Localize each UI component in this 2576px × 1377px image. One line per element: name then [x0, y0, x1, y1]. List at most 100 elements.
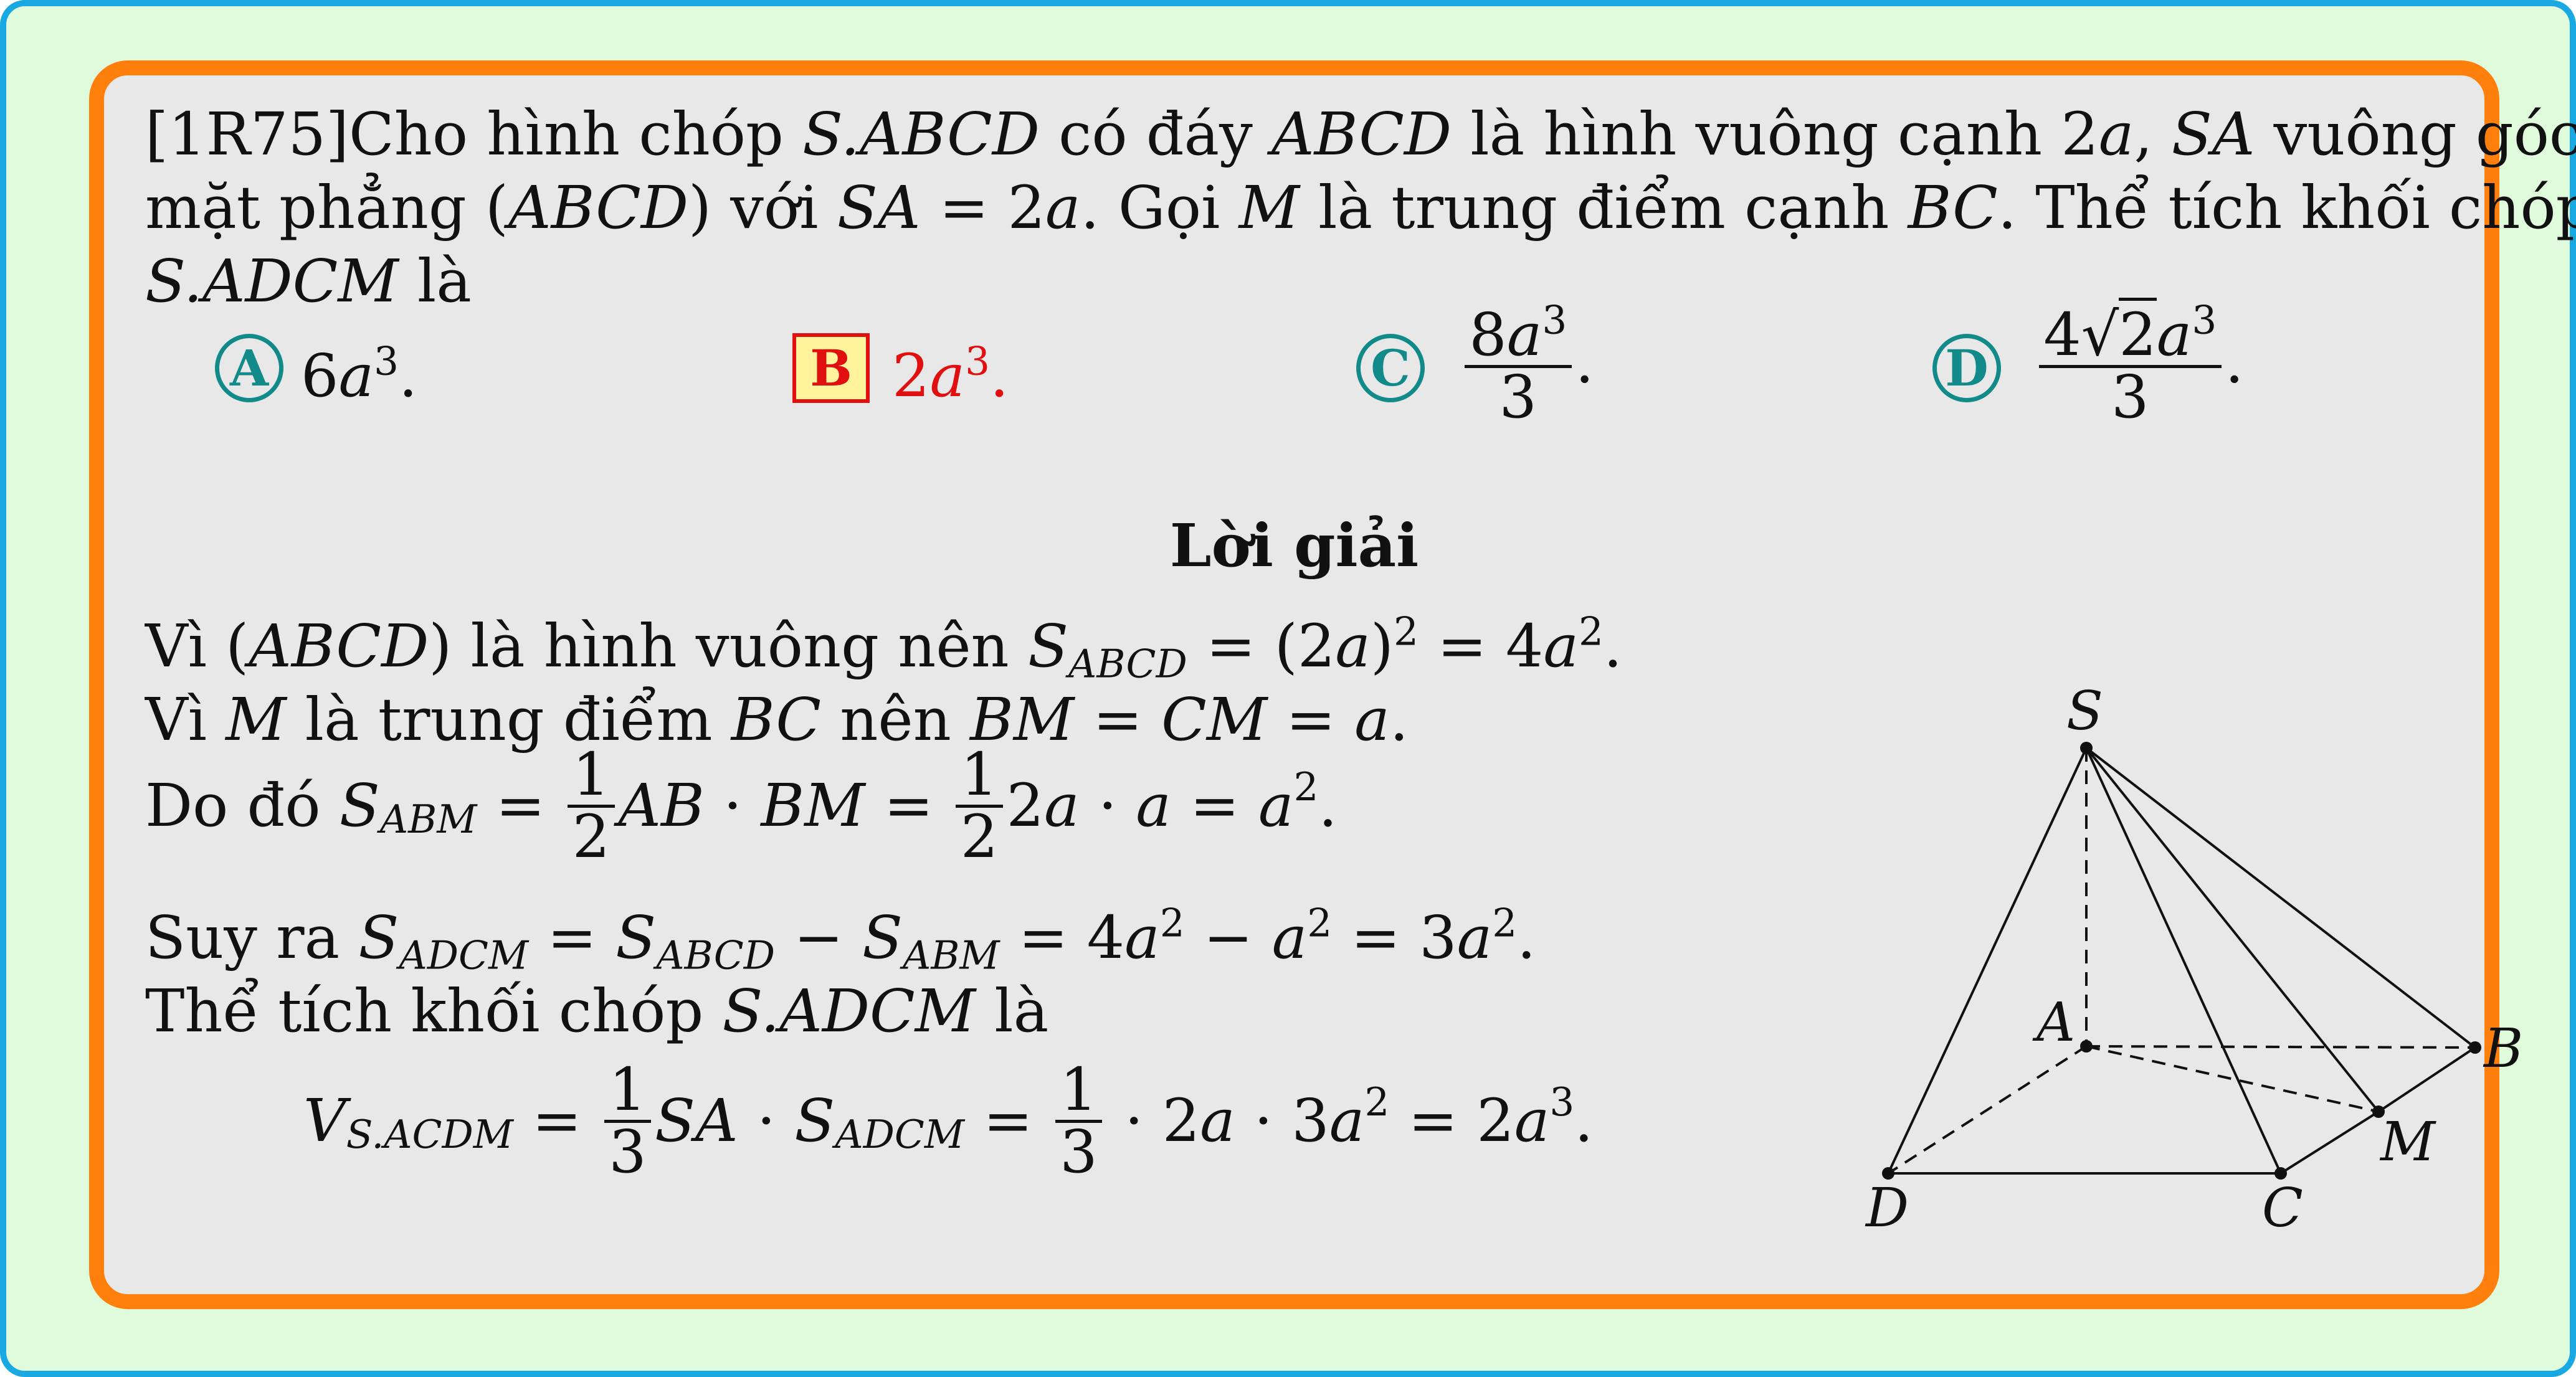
- math-token: a: [1136, 772, 1171, 840]
- math-token: 1: [1060, 1056, 1098, 1124]
- problem-id: [1R75]: [145, 100, 349, 169]
- math-token: ) là hình vuông nên: [429, 612, 1028, 681]
- math-token: 2: [568, 805, 615, 867]
- math-token: S: [339, 772, 380, 840]
- numerator: 8a3: [1465, 301, 1572, 365]
- math-token: · 2: [1106, 1087, 1200, 1155]
- math-var: SA: [2171, 100, 2255, 169]
- math-var: a: [929, 342, 966, 410]
- numerator: 4√2a3: [2039, 298, 2222, 369]
- choice-text: 2: [892, 342, 930, 410]
- problem-text: có đáy: [1039, 100, 1272, 169]
- math-token: .: [1389, 686, 1409, 754]
- math-token: ·: [1079, 772, 1136, 840]
- math-token: 3: [1055, 1120, 1103, 1182]
- problem-text: là hình vuông cạnh 2: [1452, 100, 2099, 169]
- edge-SB: [2085, 747, 2476, 1049]
- choice-a-answer[interactable]: 6a3.: [301, 342, 417, 406]
- math-token: 2: [1307, 900, 1333, 946]
- solution-heading: Lời giải: [1169, 511, 1419, 580]
- math-token: a: [1543, 612, 1579, 681]
- math-token: .: [1574, 1087, 1594, 1155]
- math-token: 2: [1159, 900, 1185, 946]
- math-var: a: [338, 342, 374, 410]
- problem-text: . Gọi: [1080, 174, 1239, 242]
- radicand: 2: [2119, 298, 2157, 369]
- choice-b-answer[interactable]: 2a3.: [892, 342, 1009, 406]
- problem-text: là trung điểm cạnh: [1299, 174, 1908, 242]
- choice-c-marker[interactable]: C: [1356, 334, 1425, 402]
- vertex-D: [1882, 1167, 1894, 1180]
- math-token: ABCD: [249, 612, 429, 681]
- label-M: M: [2379, 1111, 2436, 1173]
- choice-text: .: [2225, 328, 2244, 397]
- problem-text: ) với: [688, 174, 837, 242]
- math-var: M: [1238, 174, 1300, 242]
- math-token: Vì: [145, 686, 226, 754]
- math-var: S.ADCM: [145, 247, 399, 316]
- math-token: a: [1124, 904, 1160, 972]
- math-token: S: [615, 904, 657, 972]
- math-token: ADCM: [835, 1112, 965, 1158]
- math-token: .: [1318, 772, 1338, 840]
- choice-a-marker[interactable]: A: [215, 334, 283, 402]
- math-token: = 4: [1418, 612, 1544, 681]
- pyramid-figure: S A B C D M: [1865, 680, 2523, 1239]
- problem-text: Cho hình chóp: [348, 100, 802, 169]
- edge-AD-hidden: [1887, 1045, 2088, 1175]
- problem-line-1: [1R75]Cho hình chóp S.ABCD có đáy ABCD l…: [145, 105, 2576, 164]
- choice-text: 6: [301, 342, 339, 410]
- choice-d-answer[interactable]: 4√2a3 3.: [2035, 298, 2244, 427]
- math-var: ABCD: [508, 174, 689, 242]
- fraction: 8a3 3: [1464, 301, 1572, 427]
- math-token: S: [1027, 612, 1069, 681]
- math-token: 3: [604, 1120, 652, 1182]
- solution-line-1: Vì (ABCD) là hình vuông nên SABCD = (2a)…: [145, 612, 1622, 684]
- vertex-B: [2469, 1041, 2481, 1054]
- math-token: 1: [960, 741, 999, 809]
- label-C: C: [2262, 1177, 2303, 1239]
- math-token: Vì (: [145, 612, 249, 681]
- problem-text: ,: [2134, 100, 2172, 169]
- math-token: ): [1370, 612, 1394, 681]
- math-token: a: [1354, 686, 1390, 754]
- edge-MB: [2377, 1046, 2476, 1113]
- vertex-C: [2274, 1167, 2287, 1180]
- exponent: 3: [1542, 297, 1567, 343]
- label-S: S: [2066, 680, 2103, 742]
- math-token: .: [1517, 904, 1536, 972]
- math-var: a: [1045, 174, 1081, 242]
- math-token: 2: [1394, 608, 1419, 655]
- vertex-M: [2372, 1105, 2385, 1118]
- choice-d-marker[interactable]: D: [1932, 334, 2001, 402]
- solution-line-5: Thể tích khối chóp S.ADCM là: [145, 982, 1048, 1041]
- math-token: · 3: [1235, 1087, 1329, 1155]
- math-token: =: [1074, 686, 1162, 754]
- edge-SM: [2085, 747, 2380, 1113]
- math-token: =: [865, 772, 953, 840]
- numerator: 8: [1469, 301, 1507, 369]
- math-token: a: [1457, 904, 1493, 972]
- math-var: ABCD: [1271, 100, 1452, 169]
- choice-text: .: [398, 342, 418, 410]
- edge-CM: [2279, 1110, 2380, 1175]
- math-token: ·: [704, 772, 761, 840]
- math-token: = (2: [1187, 612, 1336, 681]
- math-var: S.ABCD: [802, 100, 1040, 169]
- choice-b-marker-correct[interactable]: B: [792, 333, 870, 403]
- math-token: −: [1184, 904, 1272, 972]
- math-token: =: [477, 772, 564, 840]
- problem-text: mặt phẳng (: [145, 174, 508, 242]
- math-token: là trung điểm: [286, 686, 731, 754]
- math-token: a: [1329, 1087, 1365, 1155]
- math-token: CM: [1161, 686, 1268, 754]
- choice-c-answer[interactable]: 8a3 3.: [1461, 301, 1594, 427]
- math-token: 2: [956, 805, 1003, 867]
- denominator: 3: [2038, 365, 2222, 427]
- math-var: BC: [1908, 174, 1998, 242]
- problem-text: là: [398, 247, 472, 316]
- math-token: S: [862, 904, 903, 972]
